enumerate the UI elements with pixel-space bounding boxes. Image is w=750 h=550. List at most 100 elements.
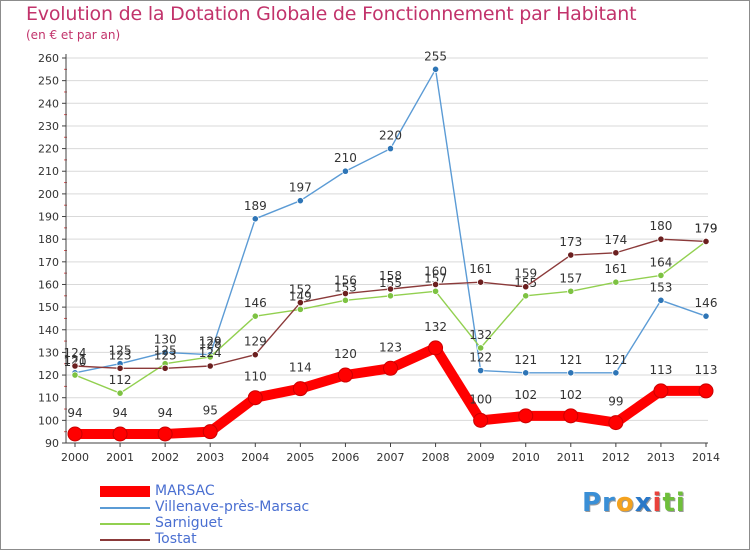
data-label: 132	[424, 320, 447, 334]
data-label: 189	[244, 199, 267, 213]
data-label: 156	[334, 274, 357, 288]
data-label: 179	[695, 221, 718, 235]
data-point	[116, 364, 124, 372]
data-point	[653, 383, 669, 399]
data-label: 102	[514, 388, 537, 402]
data-point	[567, 287, 575, 295]
y-tick-label: 110	[38, 392, 59, 405]
data-point	[428, 340, 444, 356]
data-point	[612, 249, 620, 257]
data-label: 121	[514, 353, 537, 367]
legend-label-sarniguet: Sarniguet	[155, 515, 223, 531]
data-label: 114	[289, 361, 312, 375]
data-label: 180	[649, 219, 672, 233]
data-label: 146	[244, 296, 267, 310]
data-point	[608, 415, 624, 431]
data-point	[698, 383, 714, 399]
data-label: 99	[608, 395, 623, 409]
data-label: 128	[199, 337, 222, 351]
legend-label-villenave: Villenave-près-Marsac	[155, 499, 310, 515]
data-label: 94	[158, 406, 173, 420]
data-label: 120	[334, 347, 357, 361]
y-tick-label: 150	[38, 301, 59, 314]
x-tick-label: 2002	[151, 451, 179, 464]
logo-part: x	[634, 488, 653, 518]
data-point	[612, 369, 620, 377]
x-tick-label: 2005	[286, 451, 314, 464]
plot-area	[66, 58, 708, 443]
data-label: 121	[559, 353, 582, 367]
data-point	[157, 426, 173, 442]
logo-part: Pr	[582, 488, 616, 518]
data-label: 160	[424, 264, 447, 278]
data-point	[477, 278, 485, 286]
x-tick-label: 2000	[61, 451, 89, 464]
data-point	[518, 408, 534, 424]
data-point	[431, 280, 440, 289]
data-point	[161, 364, 169, 372]
data-point	[702, 312, 710, 320]
x-tick-label: 2003	[196, 451, 224, 464]
data-label: 173	[559, 235, 582, 249]
y-tick-label: 200	[38, 188, 59, 201]
data-label: 179	[695, 221, 718, 235]
data-point	[202, 424, 218, 440]
chart-title: Evolution de la Dotation Globale de Fonc…	[26, 3, 637, 25]
data-point	[251, 312, 259, 320]
data-label: 158	[379, 269, 402, 283]
data-point	[251, 351, 259, 359]
data-label: 122	[469, 351, 492, 365]
data-label: 120	[64, 355, 87, 369]
y-tick-label: 230	[38, 120, 59, 133]
data-label: 149	[289, 289, 312, 303]
data-point	[522, 369, 530, 377]
data-label: 129	[244, 335, 267, 349]
data-label: 121	[64, 353, 87, 367]
x-tick-label: 2001	[106, 451, 134, 464]
data-point	[206, 353, 214, 361]
legend-swatch-marsac	[100, 486, 150, 497]
data-point	[292, 381, 308, 397]
data-point	[296, 197, 304, 205]
x-tick-label: 2007	[377, 451, 405, 464]
x-tick-label: 2014	[692, 451, 720, 464]
data-label: 110	[244, 370, 267, 384]
data-label: 174	[604, 233, 627, 247]
logo-part: i	[652, 488, 663, 518]
x-tick-label: 2006	[331, 451, 359, 464]
legend-swatch-tostat	[100, 539, 150, 541]
data-point	[112, 426, 128, 442]
data-point	[386, 292, 395, 300]
data-label: 124	[199, 346, 222, 360]
y-tick-label: 170	[38, 256, 59, 269]
data-point	[473, 412, 489, 428]
data-label: 113	[649, 363, 672, 377]
data-point	[71, 362, 79, 370]
y-tick-label: 90	[45, 437, 59, 450]
y-tick-label: 130	[38, 346, 59, 359]
data-point	[296, 298, 304, 307]
data-label: 100	[469, 392, 492, 406]
data-point	[567, 251, 575, 259]
data-point	[477, 344, 485, 352]
data-label: 153	[649, 280, 672, 294]
data-label: 112	[109, 373, 132, 387]
data-point	[563, 408, 579, 424]
data-label: 129	[199, 335, 222, 349]
data-point	[341, 289, 350, 298]
data-point	[657, 235, 665, 243]
data-label: 130	[154, 332, 177, 346]
data-label: 94	[112, 406, 127, 420]
data-label: 146	[695, 296, 718, 310]
data-point	[383, 360, 398, 376]
data-point	[431, 65, 440, 73]
logo-part: o	[615, 488, 635, 518]
data-label: 123	[109, 348, 132, 362]
data-label: 210	[334, 151, 357, 165]
data-label: 102	[559, 388, 582, 402]
x-tick-label: 2004	[241, 451, 269, 464]
data-point	[116, 389, 124, 397]
data-label: 157	[424, 271, 447, 285]
data-label: 132	[469, 328, 492, 342]
